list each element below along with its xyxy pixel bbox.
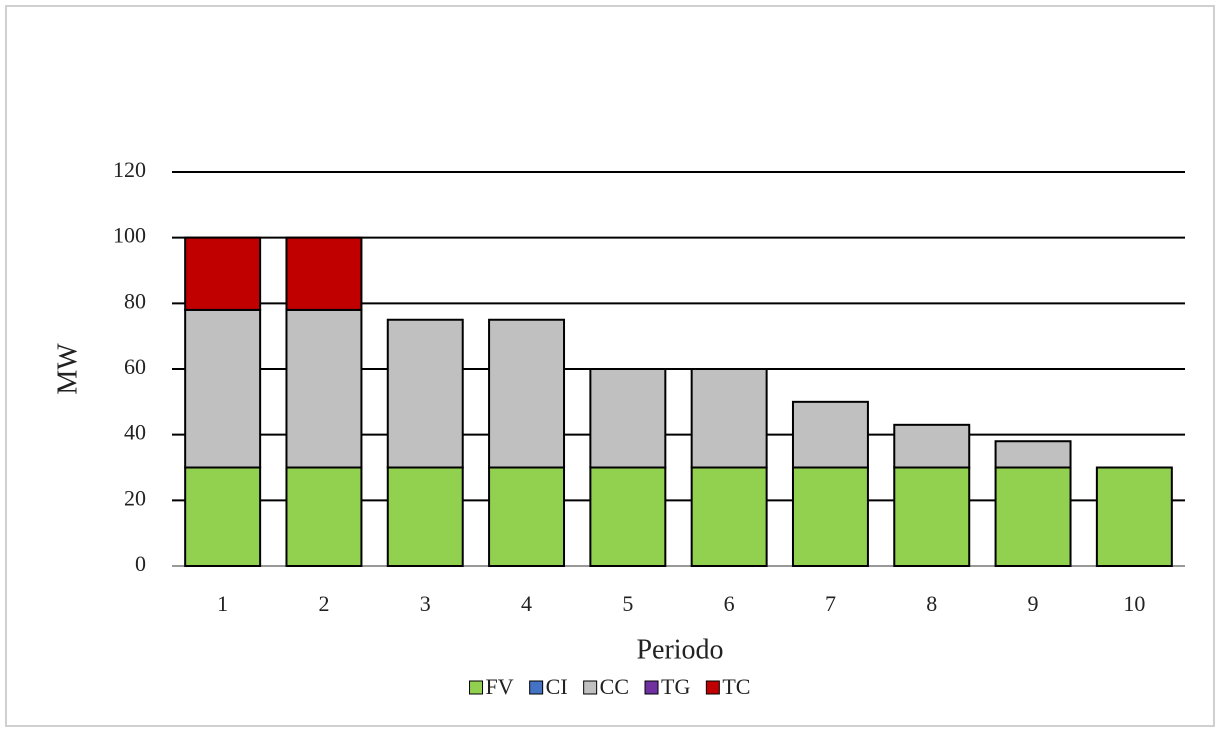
bar-segment bbox=[690, 368, 768, 469]
bar-segment bbox=[488, 318, 566, 469]
y-tick-label: 40 bbox=[124, 420, 146, 445]
legend-swatch bbox=[644, 680, 659, 695]
legend-swatch bbox=[529, 680, 544, 695]
x-axis-label: Periodo bbox=[636, 634, 723, 665]
bar-segment bbox=[285, 308, 363, 469]
x-tick-label: 5 bbox=[622, 591, 633, 616]
bar-segment bbox=[285, 466, 363, 567]
legend-label: CI bbox=[546, 674, 568, 699]
x-tick-label: 9 bbox=[1028, 591, 1039, 616]
legend-label: TG bbox=[661, 674, 690, 699]
bar-segment bbox=[690, 466, 768, 567]
y-tick-label: 100 bbox=[113, 223, 146, 248]
x-tick-label: 8 bbox=[926, 591, 937, 616]
bar-segment bbox=[386, 466, 464, 567]
x-tick-label: 6 bbox=[724, 591, 735, 616]
x-tick-label: 3 bbox=[420, 591, 431, 616]
bar-segment bbox=[184, 308, 262, 469]
bar-segment bbox=[285, 236, 363, 311]
bar-segment bbox=[488, 466, 566, 567]
bar-segment bbox=[994, 466, 1072, 567]
bar-segment bbox=[184, 236, 262, 311]
legend-swatch bbox=[705, 680, 720, 695]
x-tick-label: 10 bbox=[1123, 591, 1145, 616]
x-tick-label: 2 bbox=[318, 591, 329, 616]
x-tick-label: 7 bbox=[825, 591, 836, 616]
bar-segment bbox=[1095, 466, 1173, 567]
legend-swatch bbox=[583, 680, 598, 695]
legend-label: TC bbox=[722, 674, 750, 699]
bar-segment bbox=[791, 400, 869, 469]
y-tick-label: 20 bbox=[124, 485, 146, 510]
x-tick-label: 1 bbox=[217, 591, 228, 616]
bar-segment bbox=[589, 368, 667, 469]
y-axis-label: MW bbox=[52, 343, 83, 395]
y-tick-label: 120 bbox=[113, 157, 146, 182]
y-tick-label: 80 bbox=[124, 288, 146, 313]
bar-segment bbox=[994, 440, 1072, 469]
x-tick-label: 4 bbox=[521, 591, 532, 616]
legend-label: FV bbox=[486, 674, 514, 699]
y-tick-label: 0 bbox=[135, 551, 146, 576]
legend-swatch bbox=[469, 680, 484, 695]
legend-label: CC bbox=[600, 674, 629, 699]
bar-segment bbox=[589, 466, 667, 567]
bar-segment bbox=[893, 466, 971, 567]
y-tick-label: 60 bbox=[124, 354, 146, 379]
bar-segment bbox=[386, 318, 464, 469]
bar-segment bbox=[893, 423, 971, 469]
bar-segment bbox=[184, 466, 262, 567]
bar-segment bbox=[791, 466, 869, 567]
